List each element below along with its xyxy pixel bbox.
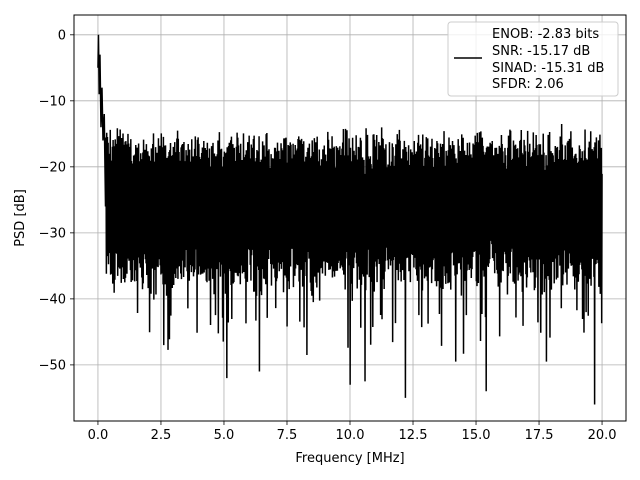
x-tick-label: 7.5 bbox=[277, 428, 298, 443]
y-tick-label: −50 bbox=[39, 358, 66, 373]
x-tick-label: 2.5 bbox=[151, 428, 172, 443]
x-axis-label: Frequency [MHz] bbox=[295, 451, 404, 466]
y-tick-label: −40 bbox=[39, 292, 66, 307]
legend: ENOB: -2.83 bits SNR: -15.17 dB SINAD: -… bbox=[447, 21, 619, 97]
psd-series-line bbox=[97, 34, 603, 405]
legend-entry-sinad: SINAD: -15.31 dB bbox=[492, 61, 604, 76]
y-tick-label: −10 bbox=[39, 94, 66, 109]
x-tick-label: 0.0 bbox=[88, 428, 109, 443]
x-tick-label: 15.0 bbox=[462, 428, 491, 443]
x-ticks: 0.0 2.5 5.0 7.5 10.0 12.5 15.0 17.5 20.0 bbox=[88, 421, 617, 443]
y-axis-label: PSD [dB] bbox=[13, 189, 28, 247]
x-tick-label: 5.0 bbox=[214, 428, 235, 443]
x-tick-label: 10.0 bbox=[336, 428, 365, 443]
x-tick-label: 12.5 bbox=[399, 428, 428, 443]
y-tick-label: −20 bbox=[39, 160, 66, 175]
legend-entry-enob: ENOB: -2.83 bits bbox=[492, 27, 599, 42]
x-tick-label: 17.5 bbox=[525, 428, 554, 443]
legend-box bbox=[447, 21, 619, 97]
legend-entry-sfdr: SFDR: 2.06 bbox=[492, 77, 564, 92]
plot-area bbox=[97, 34, 603, 405]
y-tick-label: −30 bbox=[39, 226, 66, 241]
legend-entry-snr: SNR: -15.17 dB bbox=[492, 44, 590, 59]
x-tick-label: 20.0 bbox=[588, 428, 617, 443]
y-ticks: 0 −10 −20 −30 −40 −50 bbox=[39, 28, 74, 373]
y-tick-label: 0 bbox=[58, 28, 66, 43]
